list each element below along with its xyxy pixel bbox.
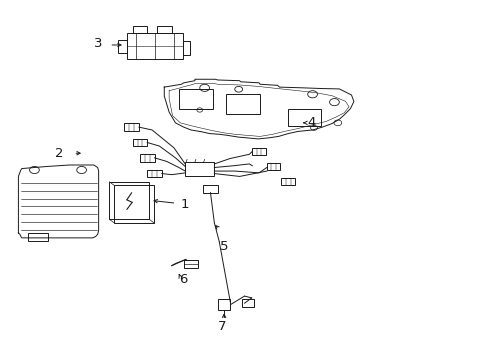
Bar — [225, 94, 260, 114]
Text: 4: 4 — [307, 116, 315, 129]
Bar — [147, 170, 162, 177]
Bar — [217, 299, 230, 310]
Text: 1: 1 — [180, 198, 188, 211]
Bar — [157, 26, 171, 33]
Bar — [114, 185, 154, 223]
Text: 2: 2 — [54, 147, 63, 160]
Bar — [28, 233, 47, 241]
Bar — [183, 41, 189, 55]
Bar — [179, 89, 212, 109]
Bar — [287, 109, 321, 126]
Text: 6: 6 — [179, 273, 187, 286]
Text: 5: 5 — [220, 240, 228, 253]
Text: 7: 7 — [218, 320, 226, 333]
Bar — [203, 185, 217, 193]
Bar — [132, 139, 147, 147]
Bar — [185, 162, 214, 176]
Bar — [242, 299, 254, 307]
Bar — [140, 154, 154, 162]
Bar — [266, 163, 280, 170]
Text: 3: 3 — [94, 37, 102, 50]
Bar — [252, 148, 265, 155]
Bar — [132, 26, 147, 33]
Bar — [118, 40, 126, 53]
Bar — [109, 182, 149, 219]
Bar — [124, 123, 139, 131]
Bar — [184, 260, 198, 268]
Bar — [126, 33, 183, 59]
Bar — [281, 178, 294, 185]
